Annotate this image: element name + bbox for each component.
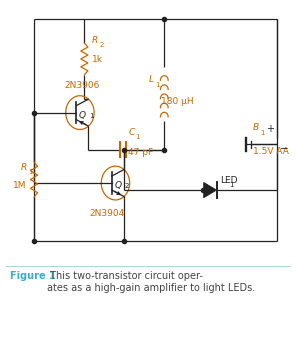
Text: Figure 1: Figure 1 [10,271,56,281]
Text: Q: Q [114,181,121,190]
Text: Q: Q [79,111,86,120]
Text: 1.5V AA: 1.5V AA [253,147,289,156]
Text: 1: 1 [135,134,140,140]
Text: R: R [92,36,98,45]
Text: 1: 1 [260,130,265,136]
Text: This two-transistor circuit oper-
ates as a high-gain amplifier to light LEDs.: This two-transistor circuit oper- ates a… [47,271,256,293]
Text: 47 pF: 47 pF [128,148,153,157]
Text: 1: 1 [28,169,33,175]
Text: B: B [253,123,259,132]
Text: 2N3904: 2N3904 [89,209,124,219]
Text: 1: 1 [229,182,234,188]
Text: R: R [20,163,27,172]
Text: 2N3906: 2N3906 [64,81,100,90]
Text: 1: 1 [155,82,160,88]
Text: 1k: 1k [92,55,103,64]
Text: −: − [280,144,289,153]
Text: 2: 2 [100,42,104,48]
Text: L: L [149,75,154,84]
Text: C: C [128,128,134,137]
Polygon shape [204,182,217,198]
Text: 180 μH: 180 μH [161,97,194,106]
Text: 1M: 1M [13,181,27,190]
Text: 2: 2 [124,183,129,189]
Text: +: + [266,124,274,134]
Text: 1: 1 [89,113,93,119]
Text: LED: LED [220,176,237,185]
